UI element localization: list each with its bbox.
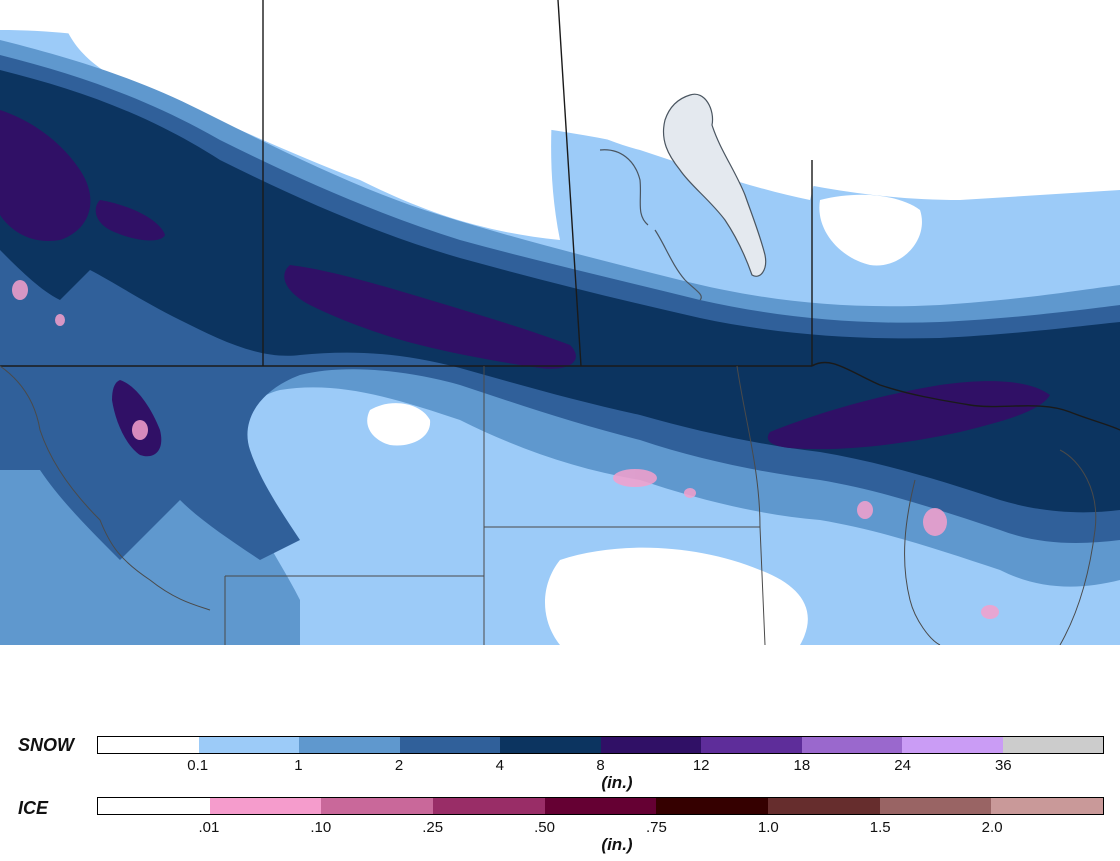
snow-color-scale: [97, 736, 1104, 754]
ice-tick-label: 1.5: [869, 819, 891, 836]
ice-tick-labels: .01 .10 .25 .50 .75 1.0 1.5 2.0: [97, 819, 1104, 839]
snow-tick-label: 0.1: [187, 757, 209, 774]
snow-free-area-northwest: [60, 0, 560, 240]
snow-band-8-12-ontario: [767, 381, 1050, 450]
snow-scale-swatch: [902, 737, 1003, 753]
snow-tick-label: 18: [793, 757, 811, 774]
map-canvas: [0, 0, 1120, 645]
weatherops-logo: WeatherOps: [818, 4, 1108, 72]
ice-tick-label: .01: [198, 819, 220, 836]
snow-free-area-south: [545, 547, 808, 645]
snow-free-area-ontario: [819, 194, 922, 266]
snow-tick-label: 1: [294, 757, 303, 774]
snow-scale-swatch: [399, 737, 500, 753]
state-borders: [0, 365, 1097, 645]
ice-scale-swatch: [991, 798, 1104, 814]
snow-band-8-12-west: [0, 110, 91, 241]
snow-tick-label: 8: [596, 757, 605, 774]
snow-scale-swatch: [500, 737, 601, 753]
snow-unit-label: (in.): [601, 773, 633, 792]
ice-tick-label: 2.0: [981, 819, 1003, 836]
ice-unit-label: (in.): [601, 835, 633, 854]
snow-tick-label: 24: [894, 757, 911, 774]
snow-tick-label: 36: [994, 757, 1012, 774]
snow-tick-label: 4: [495, 757, 504, 774]
ice-accumulation-spots: [12, 280, 999, 619]
snow-band-4-8: [0, 70, 1120, 513]
cloud-logo-icon: [821, 10, 887, 34]
lake-manitoba: [599, 149, 702, 301]
snow-scale-swatch: [299, 737, 400, 753]
snow-tick-label: 2: [394, 757, 404, 774]
snow-ice-forecast-map: WeatherOps: [0, 0, 1120, 645]
snow-band-8-12-saskatchewan: [284, 265, 576, 369]
ice-legend: ICE .01 .10 .25 .50 .75 1.0 1.5 2.0 (in.): [0, 795, 1120, 857]
snow-scale-swatch: [98, 737, 199, 753]
ice-scale-swatch: [544, 798, 657, 814]
lake-winnipeg: [662, 93, 767, 277]
snow-tick-labels: 0.1 1 2 4 8 12 18 24 36: [97, 757, 1104, 777]
snow-legend-title: SNOW: [18, 735, 74, 755]
ice-tick-label: .10: [310, 819, 332, 836]
ice-legend-title: ICE: [18, 798, 49, 818]
ice-scale-swatch: [768, 798, 880, 814]
snow-band-8-12-north: [95, 200, 165, 241]
snow-scale-swatch: [198, 737, 299, 753]
ice-scale-swatch: [656, 798, 769, 814]
ice-tick-label: .25: [422, 819, 444, 836]
ice-tick-label: .50: [534, 819, 555, 836]
snow-band-8-12-montana: [112, 380, 162, 457]
ice-scale-swatch: [209, 798, 322, 814]
snow-tick-label: 12: [692, 757, 710, 774]
ice-tick-label: .75: [646, 819, 667, 836]
snow-scale-swatch: [600, 737, 701, 753]
snow-legend: SNOW 0.1 1 2 4 8 12 18 24 36 (in.): [0, 730, 1120, 792]
snow-free-area-northdakota: [367, 403, 431, 446]
ice-color-scale: [97, 797, 1104, 815]
brand-name: WeatherOps: [912, 34, 1104, 72]
ice-scale-swatch: [433, 798, 545, 814]
ice-tick-label: 1.0: [757, 819, 779, 836]
snow-scale-swatch: [1002, 737, 1103, 753]
political-borders: [0, 0, 1120, 431]
ice-scale-swatch: [321, 798, 434, 814]
snow-scale-swatch: [701, 737, 802, 753]
ice-scale-swatch: [98, 798, 210, 814]
ice-scale-swatch: [879, 798, 992, 814]
snow-scale-swatch: [801, 737, 902, 753]
